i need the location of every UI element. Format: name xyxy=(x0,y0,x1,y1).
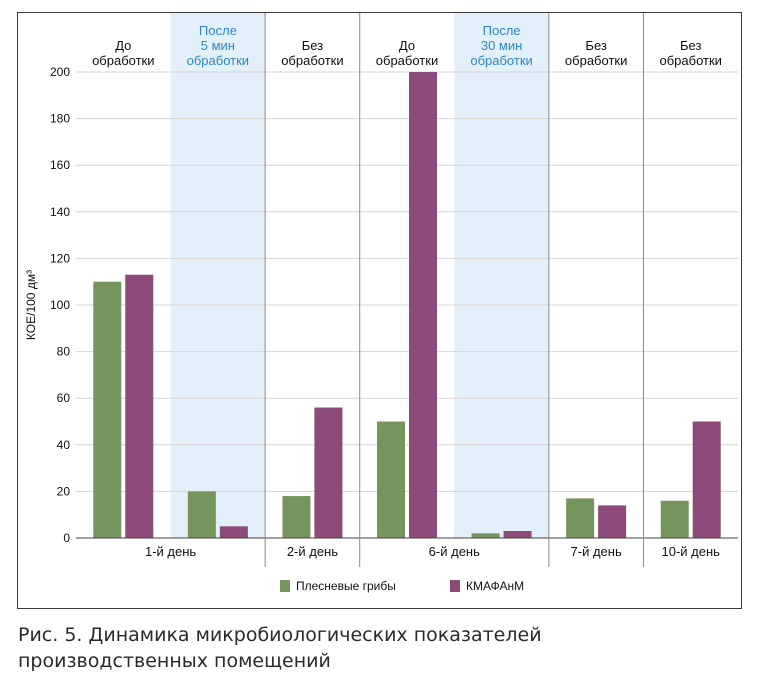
chart-frame: 0 20 40 60 80 100 120 140 160 180 200 КОЕ/100 дм³ До… xyxy=(17,12,742,609)
highlight-band-4 xyxy=(454,13,549,538)
day-label-0: 1-й день xyxy=(145,544,196,559)
y-tick-label-40: 40 xyxy=(57,438,71,452)
group-header-6-line-1: обработки xyxy=(659,53,721,68)
group-header-0-line-1: обработки xyxy=(92,53,154,68)
bar-group-2-mold xyxy=(282,496,311,538)
y-tick-label-200: 200 xyxy=(50,65,70,79)
y-tick-label-160: 160 xyxy=(50,158,70,172)
group-header-2-line-1: обработки xyxy=(281,53,343,68)
bar-group-1-mold xyxy=(187,491,216,538)
y-tick-label-20: 20 xyxy=(57,484,71,498)
group-header-4-line-2: обработки xyxy=(470,53,532,68)
y-tick-label-180: 180 xyxy=(50,112,70,126)
day-label-4: 10-й день xyxy=(661,544,720,559)
y-axis-label: КОЕ/100 дм³ xyxy=(24,270,38,340)
legend-swatch-0 xyxy=(280,580,290,592)
y-tick-label-120: 120 xyxy=(50,251,70,265)
group-header-1-line-1: 5 мин xyxy=(201,38,235,53)
bar-group-6-kmafanm xyxy=(692,421,721,538)
y-tick-label-80: 80 xyxy=(57,345,71,359)
bar-group-4-kmafanm xyxy=(503,531,532,538)
bar-group-0-kmafanm xyxy=(125,274,154,538)
group-header-0-line-0: До xyxy=(115,38,131,53)
y-tick-label-0: 0 xyxy=(63,531,70,545)
group-header-5-line-1: обработки xyxy=(565,53,627,68)
bar-group-4-mold xyxy=(471,533,500,538)
group-header-6-line-0: Без xyxy=(680,38,701,53)
legend-swatch-1 xyxy=(450,580,460,592)
day-label-3: 7-й день xyxy=(571,544,622,559)
group-header-4-line-0: После xyxy=(483,23,521,38)
bar-group-5-mold xyxy=(566,498,595,538)
bar-group-2-kmafanm xyxy=(314,407,343,538)
bar-group-3-mold xyxy=(377,421,405,538)
y-tick-label-60: 60 xyxy=(57,391,71,405)
bar-chart: 0 20 40 60 80 100 120 140 160 180 200 КОЕ/100 дм³ До… xyxy=(24,13,738,593)
group-header-1-line-2: обработки xyxy=(187,53,249,68)
bar-group-1-kmafanm xyxy=(219,526,248,538)
group-header-4-line-1: 30 мин xyxy=(481,38,522,53)
day-label-2: 6-й день xyxy=(429,544,480,559)
day-label-1: 2-й день xyxy=(287,544,338,559)
figure-caption: Рис. 5. Динамика микробиологических пока… xyxy=(18,622,748,674)
bar-group-0-mold xyxy=(93,281,122,538)
group-header-5-line-0: Без xyxy=(585,38,606,53)
group-header-3-line-1: обработки xyxy=(376,53,438,68)
caption-line-1: Рис. 5. Динамика микробиологических пока… xyxy=(18,624,542,646)
bar-group-3-kmafanm xyxy=(409,72,437,538)
group-header-2-line-0: Без xyxy=(302,38,323,53)
highlight-band-1 xyxy=(170,13,266,538)
legend-label-0: Плесневые грибы xyxy=(296,579,396,593)
bar-group-5-kmafanm xyxy=(598,505,627,538)
group-header-1-line-0: После xyxy=(199,23,237,38)
caption-line-2: производственных помещений xyxy=(18,650,331,672)
y-tick-label-100: 100 xyxy=(50,298,70,312)
y-tick-label-140: 140 xyxy=(50,205,70,219)
bar-group-6-mold xyxy=(660,500,689,538)
legend-label-1: КМАФАнМ xyxy=(466,579,524,593)
group-header-3-line-0: До xyxy=(399,38,415,53)
